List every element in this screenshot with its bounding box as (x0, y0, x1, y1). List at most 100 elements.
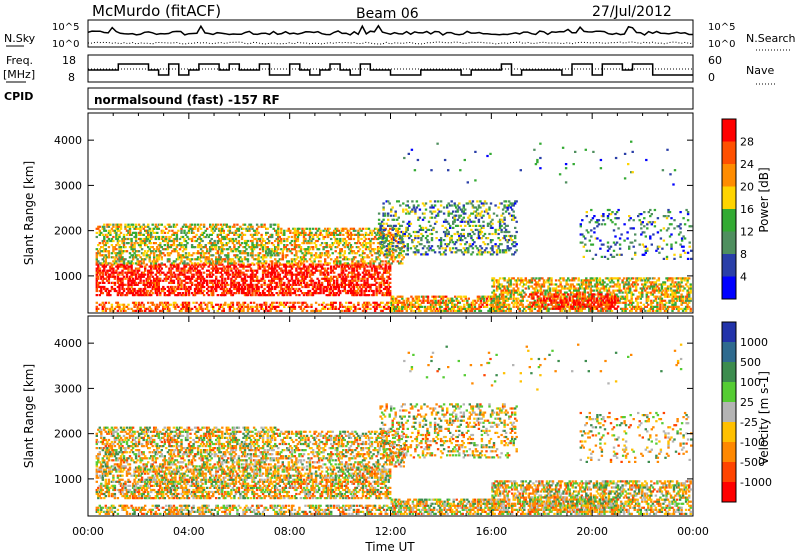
power-cell (131, 271, 135, 274)
power-cell (346, 292, 349, 295)
power-cell (178, 237, 182, 241)
power-cell (352, 292, 356, 295)
power-cell (122, 250, 126, 253)
power-cell (175, 265, 179, 268)
power-cell (458, 216, 461, 219)
power-cell (376, 277, 380, 280)
power-cell (319, 254, 322, 257)
power-cell (286, 250, 289, 253)
power-cell (150, 271, 153, 274)
power-cell (458, 237, 461, 240)
power-cell (391, 253, 394, 256)
power-cell (107, 275, 111, 278)
power-cell (239, 307, 242, 310)
power-cell (422, 295, 425, 298)
power-cell (491, 226, 494, 229)
power-cell (240, 227, 244, 230)
power-cell (180, 235, 183, 239)
power-cell (343, 305, 346, 308)
power-cell (393, 224, 396, 227)
power-cell (236, 223, 239, 226)
power-cell (274, 305, 277, 308)
power-cell (251, 244, 254, 247)
power-cell (438, 301, 442, 304)
power-cell (116, 303, 120, 306)
power-cell (420, 226, 423, 229)
power-cell (192, 275, 195, 278)
power-cell (144, 244, 147, 247)
power-cell (131, 273, 135, 276)
power-cell (193, 258, 197, 261)
power-cell (352, 303, 356, 306)
power-cell (382, 294, 386, 297)
power-cell (363, 303, 366, 306)
power-cell (333, 242, 336, 245)
power-cell (363, 244, 366, 247)
power-cell (261, 265, 265, 268)
power-cell (251, 275, 254, 278)
power-cell (431, 309, 434, 312)
power-cell (378, 263, 381, 266)
power-cell (396, 254, 399, 257)
power-cell (233, 275, 236, 278)
power-cell (381, 294, 384, 297)
power-cell (137, 227, 141, 230)
power-cell (169, 281, 173, 284)
power-cell (116, 229, 120, 232)
power-cell (263, 223, 266, 226)
power-cell (277, 294, 280, 297)
power-cell (396, 260, 399, 263)
power-cell (444, 218, 447, 221)
power-cell (296, 237, 300, 241)
power-cell (382, 283, 386, 286)
power-cell (432, 307, 436, 310)
power-cell (342, 233, 345, 236)
power-cell (218, 260, 221, 263)
power-cell (417, 309, 421, 312)
power-cell (265, 252, 268, 255)
power-cell (261, 244, 265, 247)
power-cell (411, 208, 414, 211)
power-cell (104, 244, 107, 247)
power-cell (216, 233, 219, 236)
power-cell (243, 301, 247, 304)
power-cell (95, 285, 98, 289)
power-cell (134, 292, 138, 295)
power-cell (408, 232, 411, 236)
power-cell (310, 271, 313, 274)
power-cell (142, 260, 145, 263)
power-cell (494, 228, 497, 231)
power-cell (186, 235, 189, 239)
power-cell (269, 256, 272, 259)
power-cell (107, 237, 111, 241)
power-cell (424, 230, 428, 234)
power-cell (222, 229, 225, 232)
power-cell (101, 225, 104, 228)
power-cell (169, 246, 173, 249)
power-cell (333, 275, 336, 278)
power-cell (480, 247, 484, 250)
power-cell (210, 294, 213, 297)
power-cell (304, 233, 307, 236)
power-cell (224, 271, 227, 274)
power-cell (171, 275, 174, 278)
power-cell (515, 230, 518, 234)
power-cell (168, 294, 171, 297)
power-cell (163, 244, 166, 247)
power-cell (177, 254, 180, 257)
power-cell (216, 271, 219, 274)
power-cell (342, 281, 345, 284)
power-cell (352, 263, 356, 266)
power-cell (337, 229, 340, 232)
power-cell (257, 309, 260, 312)
power-cell (477, 234, 481, 238)
power-cell (271, 294, 274, 297)
power-cell (218, 248, 221, 251)
power-cell (186, 289, 189, 293)
mode-label: normalsound (fast) -157 RF (94, 93, 280, 107)
power-cell (181, 305, 185, 308)
power-cell (97, 277, 100, 280)
power-cell (366, 227, 369, 230)
power-cell (473, 210, 476, 213)
power-cell (337, 233, 340, 236)
